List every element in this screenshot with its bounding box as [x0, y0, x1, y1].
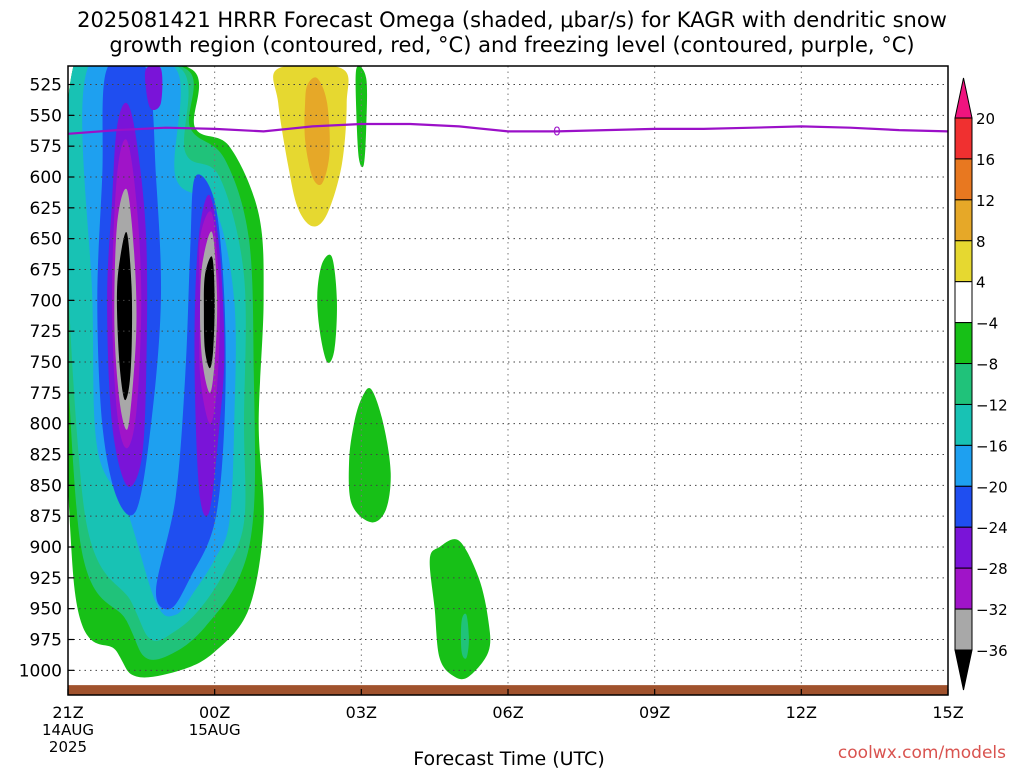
x-tick-sublabel-21Z: 14AUG	[42, 721, 94, 739]
colorbar-label-7: −12	[976, 396, 1008, 414]
colorbar-swatch-13	[954, 608, 973, 651]
omega-cell-green-03z-mid	[348, 387, 391, 523]
colorbar-label-10: −24	[976, 519, 1008, 537]
colorbar-swatch-8	[954, 403, 973, 446]
colorbar-label-8: −16	[976, 437, 1008, 455]
colorbar-label-6: −8	[976, 356, 998, 374]
freezing-level-label: 0	[553, 124, 561, 138]
y-tick-label-625: 625	[30, 199, 62, 219]
y-tick-label-1000: 1000	[19, 661, 62, 681]
y-tick-label-700: 700	[30, 291, 62, 311]
colorbar-label-4: 4	[976, 274, 986, 292]
colorbar-label-9: −20	[976, 478, 1008, 496]
credit-text: coolwx.com/models	[837, 743, 1006, 763]
x-tick-sublabel-00Z: 15AUG	[189, 721, 241, 739]
y-tick-label-800: 800	[30, 415, 62, 435]
omega-cell-west-purple-top	[144, 66, 163, 111]
omega-cell-orange-upper	[304, 77, 330, 186]
colorbar-label-13: −36	[976, 642, 1008, 660]
colorbar-bottom-arrow	[954, 649, 973, 691]
y-tick-label-775: 775	[30, 384, 62, 404]
freezing-level-layer: 0	[67, 122, 949, 138]
colorbar-swatch-6	[954, 322, 973, 365]
y-tick-label-600: 600	[30, 168, 62, 188]
x-tick-label-21Z: 21Z	[52, 703, 83, 722]
colorbar-swatch-7	[954, 363, 973, 405]
grid-lines	[67, 66, 949, 695]
colorbar-label-3: 8	[976, 233, 986, 251]
y-tick-label-725: 725	[30, 322, 62, 342]
colorbar-label-2: 12	[976, 192, 995, 210]
colorbar-swatch-10	[954, 485, 973, 528]
omega-cell-teal-low-east	[460, 613, 469, 659]
title-line-1: 2025081421 HRRR Forecast Omega (shaded, …	[77, 8, 947, 32]
x-axis-label: Forecast Time (UTC)	[413, 748, 604, 768]
colorbar-label-11: −28	[976, 560, 1008, 578]
axes: 525 550 575 600 625 650 675 700 725 750 775 800 825 8…	[19, 65, 964, 756]
y-tick-label-825: 825	[30, 446, 62, 466]
colorbar-swatch-9	[954, 444, 973, 487]
x-tick-label-06Z: 06Z	[492, 703, 523, 722]
colorbar-swatch-4	[954, 240, 973, 283]
y-tick-label-550: 550	[30, 106, 62, 126]
colorbar-label-1: 16	[976, 151, 995, 169]
colorbar-swatch-2	[954, 158, 973, 201]
y-tick-label-925: 925	[30, 569, 62, 589]
colorbar-swatch-12	[954, 567, 973, 610]
freezing-level-line	[67, 122, 949, 135]
x-tick-year-21Z: 2025	[49, 738, 87, 756]
title-line-2: growth region (contoured, red, °C) and f…	[109, 33, 915, 57]
y-tick-label-675: 675	[30, 261, 62, 281]
colorbar-swatch-1	[954, 117, 973, 160]
colorbar-label-0: 20	[976, 110, 995, 128]
colorbar-swatch-11	[954, 526, 973, 569]
y-tick-label-875: 875	[30, 507, 62, 527]
colorbar-label-12: −32	[976, 601, 1008, 619]
colorbar: 20 16 12 8 4 −4 −8 −12 −16 −20 −24 −28 −32 −36	[954, 77, 1008, 691]
x-tick-label-09Z: 09Z	[639, 703, 670, 722]
omega-cell-west-black-left	[116, 232, 133, 401]
colorbar-swatch-5	[954, 281, 973, 324]
chart-title: 2025081421 HRRR Forecast Omega (shaded, …	[0, 8, 1024, 58]
y-tick-label-850: 850	[30, 476, 62, 496]
y-tick-label-950: 950	[30, 600, 62, 620]
x-tick-label-03Z: 03Z	[346, 703, 377, 722]
y-tick-label-575: 575	[30, 137, 62, 157]
y-tick-label-975: 975	[30, 631, 62, 651]
omega-cell-west-black-right	[203, 256, 215, 369]
y-tick-label-900: 900	[30, 538, 62, 558]
y-tick-label-650: 650	[30, 230, 62, 250]
colorbar-top-arrow	[954, 77, 973, 119]
omega-cell-green-mid-small	[317, 254, 337, 363]
y-tick-label-750: 750	[30, 353, 62, 373]
y-tick-label-525: 525	[30, 76, 62, 96]
x-tick-label-15Z: 15Z	[932, 703, 963, 722]
x-tick-label-12Z: 12Z	[786, 703, 817, 722]
colorbar-label-5: −4	[976, 315, 998, 333]
omega-cell-green-low-east	[429, 539, 491, 680]
colorbar-swatch-3	[954, 199, 973, 242]
x-tick-label-00Z: 00Z	[199, 703, 230, 722]
